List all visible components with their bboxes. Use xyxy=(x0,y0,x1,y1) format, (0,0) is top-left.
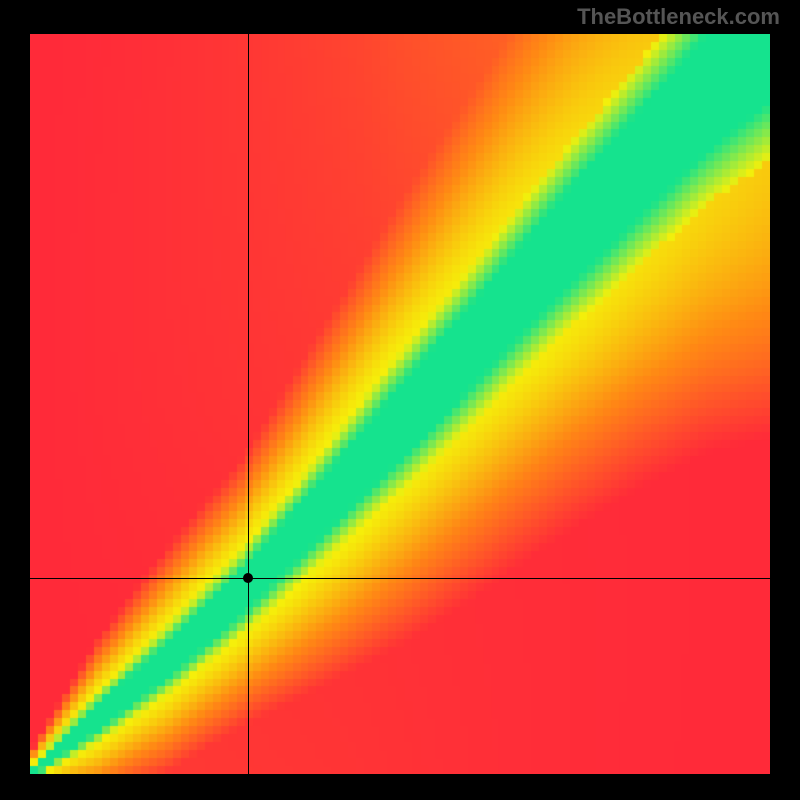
plot-area xyxy=(30,34,770,774)
heatmap-canvas xyxy=(30,34,770,774)
watermark-text: TheBottleneck.com xyxy=(577,4,780,30)
crosshair-horizontal xyxy=(30,578,770,579)
marker-point xyxy=(243,573,253,583)
crosshair-vertical xyxy=(248,34,249,774)
chart-container: TheBottleneck.com xyxy=(0,0,800,800)
